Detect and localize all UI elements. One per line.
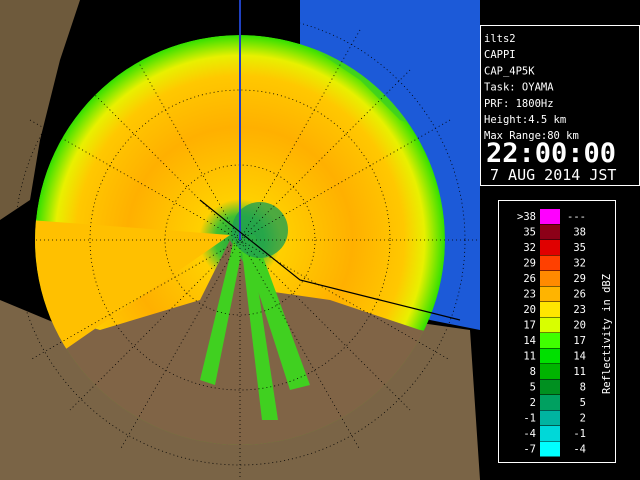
echo <box>240 235 310 390</box>
date: 7 AUG 2014 JST <box>490 166 616 184</box>
spoke <box>29 119 451 361</box>
info-panel <box>480 25 640 186</box>
legend-swatch <box>540 410 560 426</box>
legend-title: Reflectivity in dBZ <box>601 274 613 394</box>
legend-swatch <box>540 395 560 410</box>
legend-high: 20 <box>573 320 586 332</box>
echo <box>35 220 230 360</box>
time: 22:00:00 <box>486 138 616 169</box>
info-line: ilts2 <box>484 33 516 45</box>
legend-low: >38 <box>517 211 536 223</box>
legend-low: 14 <box>523 335 536 347</box>
legend-high: 11 <box>573 366 586 378</box>
legend-swatch <box>540 379 560 395</box>
info-line: CAP_4P5K <box>484 65 535 77</box>
legend-high: 2 <box>580 413 586 425</box>
legend-high: 23 <box>573 304 586 316</box>
legend-low: 35 <box>523 227 536 239</box>
legend-high: 5 <box>580 397 586 409</box>
legend-high: 8 <box>580 382 586 394</box>
info-line: CAPPI <box>484 49 516 61</box>
legend-high: 32 <box>573 258 586 270</box>
legend-swatch <box>540 302 560 317</box>
legend-low: 17 <box>523 320 536 332</box>
spoke <box>29 119 451 361</box>
legend-swatch <box>540 209 560 224</box>
legend-swatch <box>540 348 560 364</box>
legend-high: --- <box>567 211 586 223</box>
legend-low: -4 <box>523 428 536 440</box>
legend-low: -1 <box>523 413 536 425</box>
info-line: Height:4.5 km <box>484 114 566 126</box>
legend-low: -7 <box>523 444 536 456</box>
legend-low: 2 <box>530 397 536 409</box>
legend-swatch <box>540 271 560 286</box>
legend-low: 11 <box>523 351 536 363</box>
echo <box>240 235 278 420</box>
info-line: Max Range:80 km <box>484 130 579 142</box>
legend-high: 17 <box>573 335 586 347</box>
legend-high: 29 <box>573 273 586 285</box>
coastline <box>199 199 461 321</box>
legend-swatch <box>540 441 560 457</box>
legend-low: 8 <box>530 366 536 378</box>
legend-low: 29 <box>523 258 536 270</box>
legend-swatch <box>540 333 560 348</box>
legend-high: 35 <box>573 242 586 254</box>
range-ring <box>89 89 391 391</box>
echo <box>200 235 245 385</box>
echo <box>232 202 288 258</box>
legend-high: -4 <box>573 444 586 456</box>
legend-swatch <box>540 426 560 441</box>
spoke <box>119 29 361 451</box>
legend-high: 26 <box>573 289 586 301</box>
info-line: PRF: 1800Hz <box>484 98 554 110</box>
legend-high: 38 <box>573 227 586 239</box>
legend-low: 5 <box>530 382 536 394</box>
info-line: Task: OYAMA <box>484 82 554 94</box>
legend-swatch <box>540 240 560 255</box>
legend-swatch <box>540 255 560 271</box>
legend-high: -1 <box>573 428 586 440</box>
spoke <box>119 29 361 451</box>
legend-high: 14 <box>573 351 586 363</box>
legend-low: 26 <box>523 273 536 285</box>
legend-low: 23 <box>523 289 536 301</box>
legend-low: 32 <box>523 242 536 254</box>
land <box>0 0 80 220</box>
legend-swatch <box>540 317 560 333</box>
legend-swatch <box>540 286 560 302</box>
legend-swatch <box>540 224 560 240</box>
legend-low: 20 <box>523 304 536 316</box>
legend-swatch <box>540 364 560 379</box>
